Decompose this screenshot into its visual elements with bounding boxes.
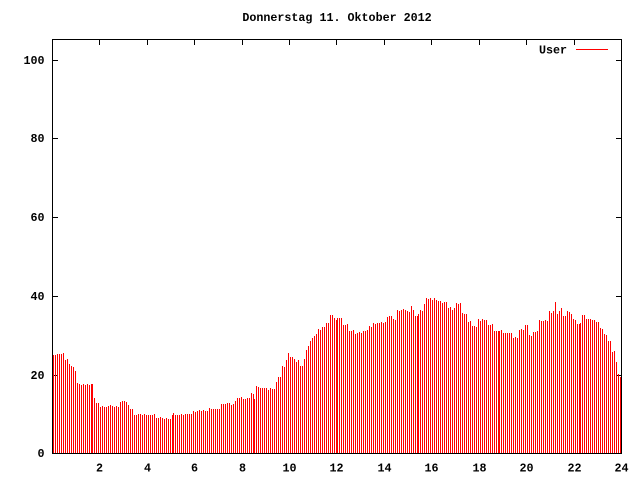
svg-text:User: User	[539, 43, 567, 57]
svg-text:22: 22	[567, 461, 581, 475]
svg-text:14: 14	[377, 461, 391, 475]
svg-text:2: 2	[96, 461, 103, 475]
svg-text:6: 6	[191, 461, 198, 475]
svg-text:24: 24	[614, 461, 628, 475]
svg-text:12: 12	[329, 461, 343, 475]
svg-text:20: 20	[30, 369, 44, 383]
svg-text:Donnerstag 11. Oktober 2012: Donnerstag 11. Oktober 2012	[242, 11, 431, 25]
svg-text:8: 8	[239, 461, 246, 475]
svg-text:10: 10	[282, 461, 296, 475]
svg-text:40: 40	[30, 290, 44, 304]
svg-text:18: 18	[472, 461, 486, 475]
svg-text:16: 16	[424, 461, 438, 475]
svg-text:20: 20	[519, 461, 533, 475]
svg-text:60: 60	[30, 211, 44, 225]
svg-text:0: 0	[37, 447, 44, 461]
svg-text:100: 100	[23, 54, 44, 68]
svg-text:4: 4	[144, 461, 151, 475]
svg-text:80: 80	[30, 132, 44, 146]
